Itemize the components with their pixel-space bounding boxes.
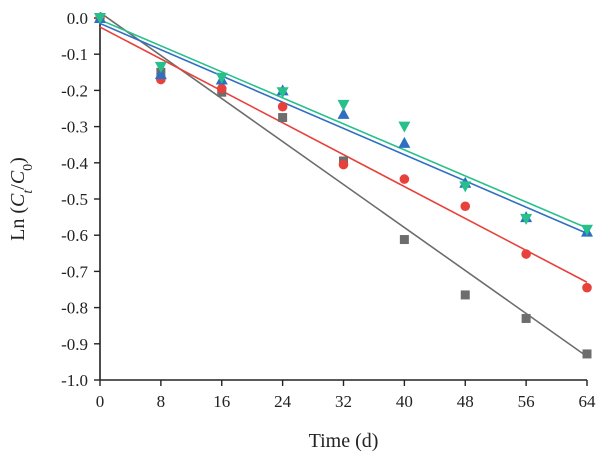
data-point-triangle-down [459,181,472,193]
data-point-triangle-down [398,121,411,133]
data-point-triangle-up [398,136,411,148]
y-axis-label: Ln (Ct/C0) [7,157,36,241]
y-label-suffix: ) [7,157,29,164]
data-point-circle [216,83,227,94]
x-tick-label: 0 [96,392,105,411]
fit-line-circle [99,26,588,283]
data-point-triangle-down [154,61,167,73]
x-tick-label: 16 [213,392,230,411]
y-tick-label: -0.7 [61,262,88,281]
data-point-circle [399,174,410,184]
y-tick-label: -0.1 [61,45,88,64]
x-tick-label: 40 [396,392,413,411]
y-tick-label: -0.8 [61,299,88,318]
data-point-circle [338,159,349,170]
data-point-triangle-down [520,213,533,225]
y-label-c: C [7,193,29,207]
data-point-square [278,113,288,123]
x-tick-label: 8 [157,392,166,411]
fit-line-triangle-up [99,22,588,235]
x-tick-label: 32 [335,392,352,411]
x-tick-label: 64 [579,392,597,411]
y-tick-label: -0.5 [61,190,88,209]
x-tick-label: 48 [457,392,474,411]
markers [94,12,593,359]
y-tick-label: -1.0 [61,371,88,390]
y-tick-label: -0.6 [61,226,88,245]
data-point-circle [582,282,592,293]
data-point-square [460,290,470,300]
data-point-triangle-up [154,68,167,80]
data-point-circle [521,249,531,259]
y-label-c0: C [7,170,29,184]
data-point-triangle-down [337,99,350,111]
fit-line-square [99,11,588,358]
y-tick-label: -0.9 [61,335,88,354]
axes [99,16,587,381]
data-point-square [399,235,409,245]
y-label-t-sub: t [21,189,36,194]
y-ticks: 0.0 -0.1 -0.2 -0.3 -0.4 -0.5 -0.6 -0.7 -0.8 -0.9 -… [61,9,100,390]
data-point-square [582,349,592,359]
y-tick-label: 0.0 [67,9,88,28]
x-tick-label: 24 [274,392,292,411]
data-point-triangle-up [337,107,350,119]
x-ticks: 0 8 16 24 32 40 48 56 64 [96,380,596,411]
data-point-circle [277,101,288,112]
y-label-zero-sub: 0 [21,164,36,171]
fit-line-triangle-down [99,19,588,229]
data-point-triangle-down [94,13,106,24]
y-tick-label: -0.4 [61,154,88,173]
data-point-circle [460,201,471,212]
y-tick-label: -0.3 [61,118,88,137]
y-label-prefix: Ln ( [7,207,29,241]
y-label-slash: / [7,184,29,190]
data-point-triangle-down [581,224,593,236]
fit-lines [99,11,588,358]
data-point-triangle-down [215,72,228,84]
y-tick-label: -0.2 [61,81,88,100]
x-tick-label: 56 [518,392,535,411]
data-point-triangle-down [276,87,289,99]
x-axis-label: Time (d) [309,430,379,452]
data-point-square [521,313,531,323]
